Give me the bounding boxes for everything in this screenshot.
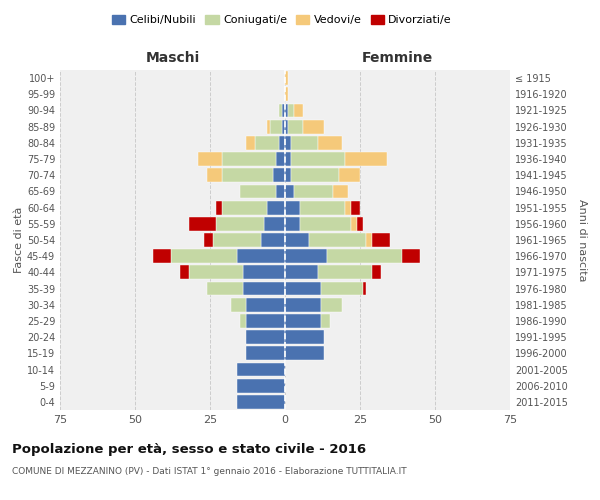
Bar [267, 200, 285, 214]
Bar [345, 200, 351, 214]
Bar [294, 104, 303, 118]
Bar [237, 250, 285, 263]
Bar [285, 266, 318, 280]
Bar [246, 136, 255, 149]
Bar [204, 233, 213, 247]
Bar [345, 152, 387, 166]
Bar [276, 184, 285, 198]
Bar [300, 200, 345, 214]
Bar [285, 152, 291, 166]
Bar [222, 152, 276, 166]
Y-axis label: Anni di nascita: Anni di nascita [577, 198, 587, 281]
Bar [351, 200, 360, 214]
Bar [291, 136, 318, 149]
Bar [222, 168, 273, 182]
Bar [318, 136, 342, 149]
Legend: Celibi/Nubili, Coniugati/e, Vedovi/e, Divorziati/e: Celibi/Nubili, Coniugati/e, Vedovi/e, Di… [107, 10, 457, 30]
Bar [309, 233, 366, 247]
Bar [285, 136, 291, 149]
Text: Femmine: Femmine [362, 51, 433, 65]
Bar [300, 217, 351, 230]
Bar [294, 184, 333, 198]
Bar [303, 120, 324, 134]
Bar [285, 250, 327, 263]
Bar [321, 298, 342, 312]
Bar [270, 120, 282, 134]
Bar [180, 266, 189, 280]
Bar [276, 152, 285, 166]
Bar [285, 88, 288, 101]
Bar [237, 395, 285, 409]
Y-axis label: Fasce di età: Fasce di età [14, 207, 24, 273]
Bar [207, 168, 222, 182]
Bar [237, 362, 285, 376]
Bar [288, 120, 303, 134]
Bar [327, 250, 402, 263]
Bar [264, 217, 285, 230]
Bar [285, 184, 294, 198]
Bar [246, 298, 285, 312]
Bar [285, 298, 321, 312]
Bar [285, 71, 288, 85]
Bar [243, 266, 285, 280]
Bar [240, 314, 246, 328]
Bar [321, 282, 363, 296]
Bar [282, 120, 285, 134]
Bar [285, 330, 324, 344]
Bar [282, 104, 285, 118]
Bar [339, 168, 360, 182]
Bar [189, 217, 216, 230]
Text: Popolazione per età, sesso e stato civile - 2016: Popolazione per età, sesso e stato civil… [12, 442, 366, 456]
Bar [285, 282, 321, 296]
Bar [240, 184, 276, 198]
Bar [231, 298, 246, 312]
Bar [285, 168, 291, 182]
Bar [285, 120, 288, 134]
Bar [318, 266, 372, 280]
Bar [216, 217, 264, 230]
Bar [288, 104, 294, 118]
Text: Maschi: Maschi [145, 51, 200, 65]
Bar [273, 168, 285, 182]
Bar [237, 379, 285, 392]
Bar [222, 200, 267, 214]
Bar [372, 266, 381, 280]
Bar [285, 104, 288, 118]
Bar [366, 233, 372, 247]
Bar [216, 200, 222, 214]
Bar [321, 314, 330, 328]
Bar [255, 136, 279, 149]
Bar [213, 233, 261, 247]
Bar [291, 152, 345, 166]
Text: COMUNE DI MEZZANINO (PV) - Dati ISTAT 1° gennaio 2016 - Elaborazione TUTTITALIA.: COMUNE DI MEZZANINO (PV) - Dati ISTAT 1°… [12, 468, 407, 476]
Bar [246, 314, 285, 328]
Bar [198, 152, 222, 166]
Bar [291, 168, 339, 182]
Bar [285, 217, 300, 230]
Bar [246, 330, 285, 344]
Bar [285, 233, 309, 247]
Bar [279, 104, 282, 118]
Bar [207, 282, 243, 296]
Bar [171, 250, 237, 263]
Bar [285, 346, 324, 360]
Bar [243, 282, 285, 296]
Bar [285, 200, 300, 214]
Bar [261, 233, 285, 247]
Bar [363, 282, 366, 296]
Bar [372, 233, 390, 247]
Bar [351, 217, 357, 230]
Bar [246, 346, 285, 360]
Bar [402, 250, 420, 263]
Bar [153, 250, 171, 263]
Bar [189, 266, 243, 280]
Bar [285, 314, 321, 328]
Bar [357, 217, 363, 230]
Bar [279, 136, 285, 149]
Bar [333, 184, 348, 198]
Bar [267, 120, 270, 134]
